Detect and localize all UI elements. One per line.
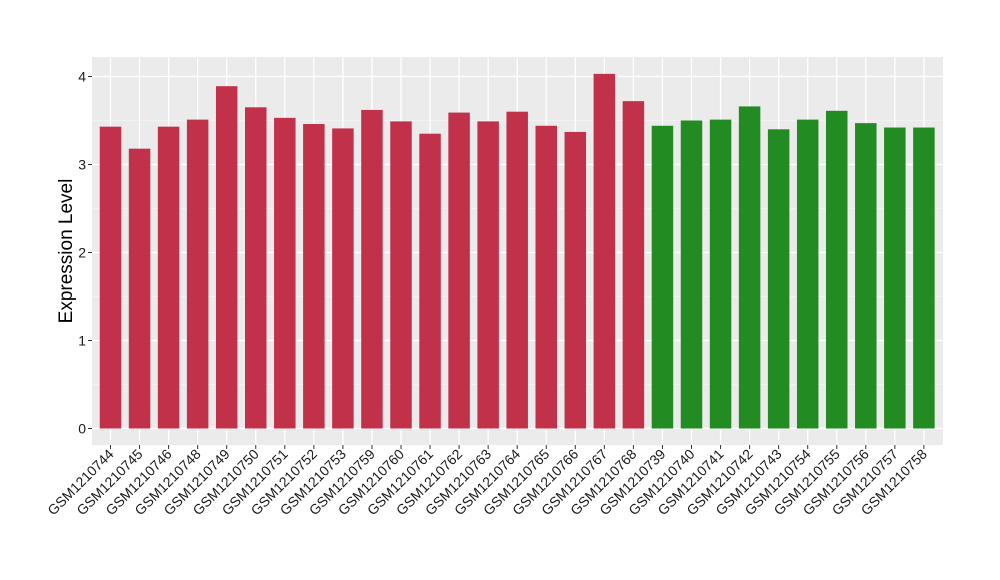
y-tick-label: 3 [78,157,86,173]
bar [564,131,587,429]
bar [99,126,122,429]
bar [157,126,180,429]
bar [796,119,819,429]
y-axis: 0 1 2 3 4 [78,69,92,437]
bar [506,111,528,429]
bar [884,127,906,429]
bar [215,86,238,429]
bar [855,123,877,429]
bar [361,109,383,429]
bar [826,110,848,429]
bar [535,125,557,429]
y-tick-label: 1 [78,333,86,349]
bar [128,148,151,429]
bars [99,73,935,429]
bar [680,120,703,429]
bar [332,128,354,429]
y-tick-label: 2 [78,245,86,261]
bar [245,107,267,429]
bar [448,112,470,429]
bar [767,129,790,429]
bar [913,127,935,429]
bar [419,133,441,429]
y-tick-label: 0 [78,421,86,437]
x-axis: GSM1210744GSM1210745GSM1210746GSM1210748… [44,445,930,518]
bar [390,121,412,429]
bar [622,101,645,429]
bar [477,121,499,429]
bar [274,117,296,429]
bar [709,119,732,429]
bar [303,124,325,429]
bar [651,125,674,429]
bar [186,119,209,429]
bar [738,106,761,429]
y-axis-title: Expression Level [56,179,77,324]
y-tick-label: 4 [78,69,86,85]
bar [593,73,616,429]
